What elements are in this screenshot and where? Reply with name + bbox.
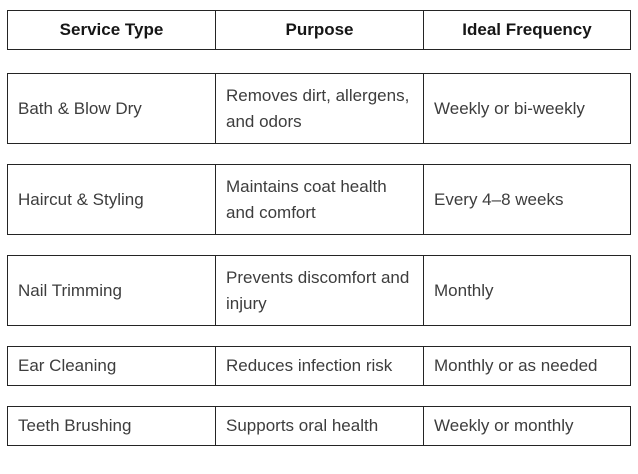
frequency-cell: Monthly or as needed xyxy=(423,347,630,385)
purpose-cell: Reduces infection risk xyxy=(215,347,423,385)
table-row-ear-cleaning: Ear Cleaning Reduces infection risk Mont… xyxy=(7,346,631,386)
purpose-cell: Removes dirt, allergens, and odors xyxy=(215,74,423,143)
purpose-cell: Supports oral health xyxy=(215,407,423,445)
purpose-cell: Prevents discomfort and injury xyxy=(215,256,423,325)
service-type-cell: Haircut & Styling xyxy=(18,189,144,209)
table-row-nail-trimming: Nail Trimming Prevents discomfort and in… xyxy=(7,255,631,326)
service-type-cell: Bath & Blow Dry xyxy=(18,98,142,118)
service-type-cell: Ear Cleaning xyxy=(18,356,117,375)
header-cell-service-type: Service Type xyxy=(59,20,164,39)
header-cell-purpose: Purpose xyxy=(215,11,423,49)
table-row-teeth-brushing: Teeth Brushing Supports oral health Week… xyxy=(7,406,631,446)
frequency-cell: Weekly or monthly xyxy=(423,407,630,445)
table-row-bath-blow-dry: Bath & Blow Dry Removes dirt, allergens,… xyxy=(7,73,631,144)
table-row-haircut-styling: Haircut & Styling Maintains coat health … xyxy=(7,164,631,235)
table-header-row: Service Type Purpose Ideal Frequency xyxy=(7,10,631,50)
frequency-cell: Weekly or bi-weekly xyxy=(423,74,630,143)
frequency-cell: Every 4–8 weeks xyxy=(423,165,630,234)
header-cell-ideal-frequency: Ideal Frequency xyxy=(423,11,630,49)
service-type-cell: Nail Trimming xyxy=(18,280,122,300)
frequency-cell: Monthly xyxy=(423,256,630,325)
purpose-cell: Maintains coat health and comfort xyxy=(215,165,423,234)
grooming-table: Service Type Purpose Ideal Frequency Bat… xyxy=(7,10,631,446)
service-type-cell: Teeth Brushing xyxy=(18,416,132,435)
